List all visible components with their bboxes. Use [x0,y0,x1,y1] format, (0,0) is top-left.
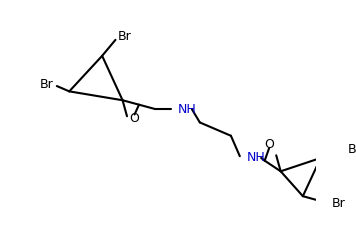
Text: Br: Br [332,197,346,210]
Text: NH: NH [247,151,266,165]
Text: Br: Br [118,30,132,43]
Text: NH: NH [178,103,197,116]
Text: Br: Br [347,143,356,155]
Text: O: O [130,111,140,124]
Text: Br: Br [40,78,53,91]
Text: O: O [264,138,274,151]
